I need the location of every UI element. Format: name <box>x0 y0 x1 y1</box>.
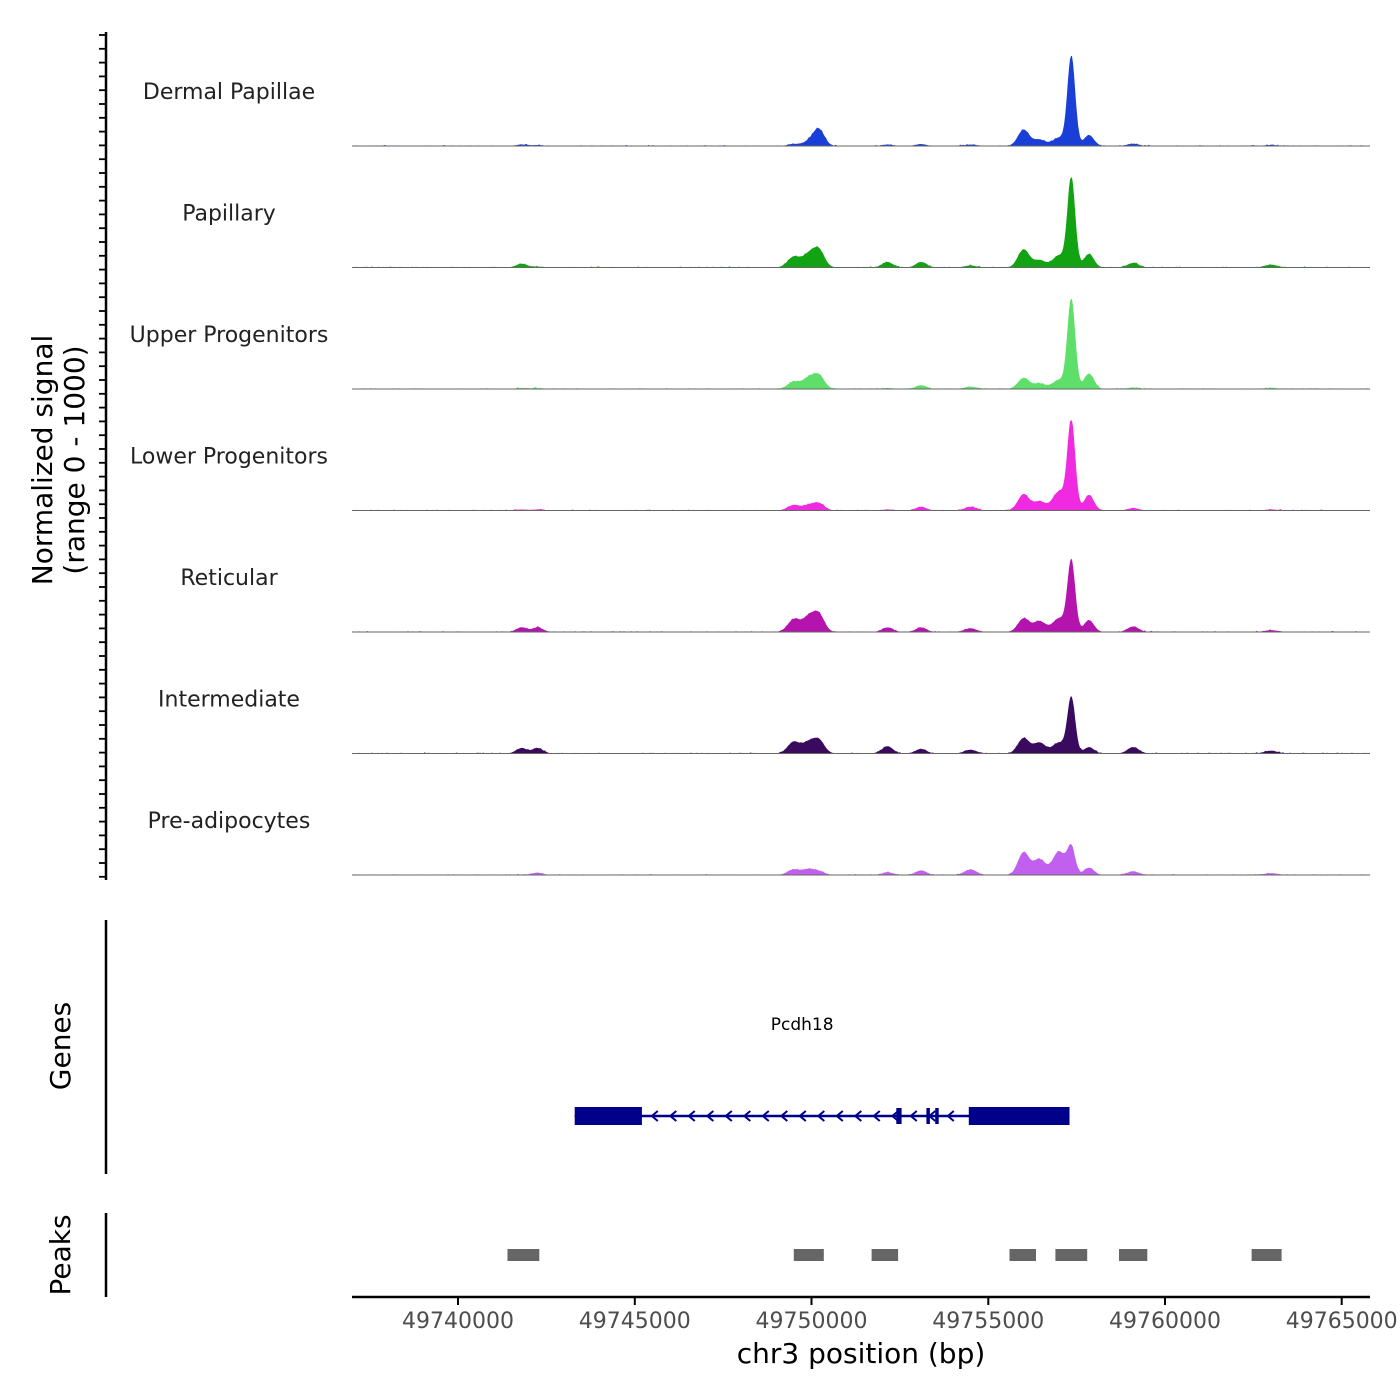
strand-arrow <box>668 1110 677 1122</box>
peak-track-title-text: Peaks <box>44 1214 77 1295</box>
track-label: Lower Progenitors <box>130 445 328 470</box>
track-label: Pre-adipocytes <box>148 809 311 834</box>
x-tick-label: 49745000 <box>579 1309 691 1334</box>
x-tick-label: 49740000 <box>402 1309 514 1334</box>
track-label: Intermediate <box>158 688 300 713</box>
track-label: Reticular <box>180 566 278 591</box>
x-tick-label: 49755000 <box>932 1309 1044 1334</box>
strand-arrow <box>761 1110 770 1122</box>
peak-region <box>1251 1249 1282 1261</box>
x-axis-title: chr3 position (bp) <box>737 1337 986 1370</box>
y-axis-title-line2: (range 0 - 1000) <box>58 345 91 574</box>
strand-arrow <box>946 1110 955 1122</box>
gene-exon <box>926 1108 930 1124</box>
peak-region <box>793 1249 824 1261</box>
signal-area <box>352 696 1370 754</box>
strand-arrow <box>687 1110 696 1122</box>
strand-arrow <box>853 1110 862 1122</box>
track-papillary: Papillary <box>182 177 1370 268</box>
signal-area <box>352 844 1370 875</box>
track-reticular: Reticular <box>180 558 1370 633</box>
signal-area <box>352 299 1370 389</box>
track-label: Upper Progenitors <box>130 323 329 348</box>
signal-area <box>352 420 1370 511</box>
strand-arrow <box>724 1110 733 1122</box>
gene-exon <box>574 1107 642 1125</box>
signal-area <box>352 177 1370 268</box>
x-axis-ticks: 49740000 49745000 49750000 49755000 49760000… <box>402 1297 1398 1334</box>
signal-area <box>352 558 1370 632</box>
track-upper-progenitors: Upper Progenitors <box>130 299 1370 390</box>
gene-exon <box>968 1107 1070 1125</box>
strand-arrow <box>816 1110 825 1122</box>
peak-region <box>507 1249 540 1261</box>
strand-arrow <box>650 1110 659 1122</box>
coverage-tracks: Dermal Papillae Papillary Upper Progenitor… <box>130 56 1370 876</box>
peak-region <box>871 1249 899 1261</box>
gene-track: Pcdh18 <box>574 1015 1070 1125</box>
gene-track-title-text: Genes <box>44 1002 77 1090</box>
track-label: Papillary <box>182 202 276 227</box>
strand-arrow <box>835 1110 844 1122</box>
x-tick-label: 49765000 <box>1286 1309 1398 1334</box>
x-tick-label: 49760000 <box>1109 1309 1221 1334</box>
peak-track-title: Peaks <box>44 1214 77 1295</box>
y-axis-title: Normalized signal (range 0 - 1000) <box>26 335 91 586</box>
strand-arrow <box>798 1110 807 1122</box>
gene-track-title: Genes <box>44 1002 77 1090</box>
strand-arrow <box>909 1110 918 1122</box>
track-pre-adipocytes: Pre-adipocytes <box>148 809 1370 876</box>
x-tick-label: 49750000 <box>756 1309 868 1334</box>
y-axis-title-line1: Normalized signal <box>26 335 59 586</box>
strand-arrow <box>872 1110 881 1122</box>
gene-exon <box>935 1108 939 1124</box>
track-intermediate: Intermediate <box>158 688 1370 754</box>
peak-region <box>1055 1249 1088 1261</box>
peak-track <box>507 1249 1282 1261</box>
track-label: Dermal Papillae <box>143 80 315 105</box>
gene-pcdh18: Pcdh18 <box>574 1015 1070 1125</box>
track-dermal-papillae: Dermal Papillae <box>143 56 1370 147</box>
gene-label: Pcdh18 <box>771 1015 834 1035</box>
gene-exon <box>896 1108 902 1124</box>
signal-area <box>352 56 1370 146</box>
track-lower-progenitors: Lower Progenitors <box>130 420 1370 511</box>
strand-arrow <box>779 1110 788 1122</box>
strand-arrow <box>742 1110 751 1122</box>
coverage-y-axis-ticks <box>99 34 106 878</box>
strand-arrow <box>705 1110 714 1122</box>
peak-region <box>1009 1249 1036 1261</box>
peak-region <box>1119 1249 1148 1261</box>
